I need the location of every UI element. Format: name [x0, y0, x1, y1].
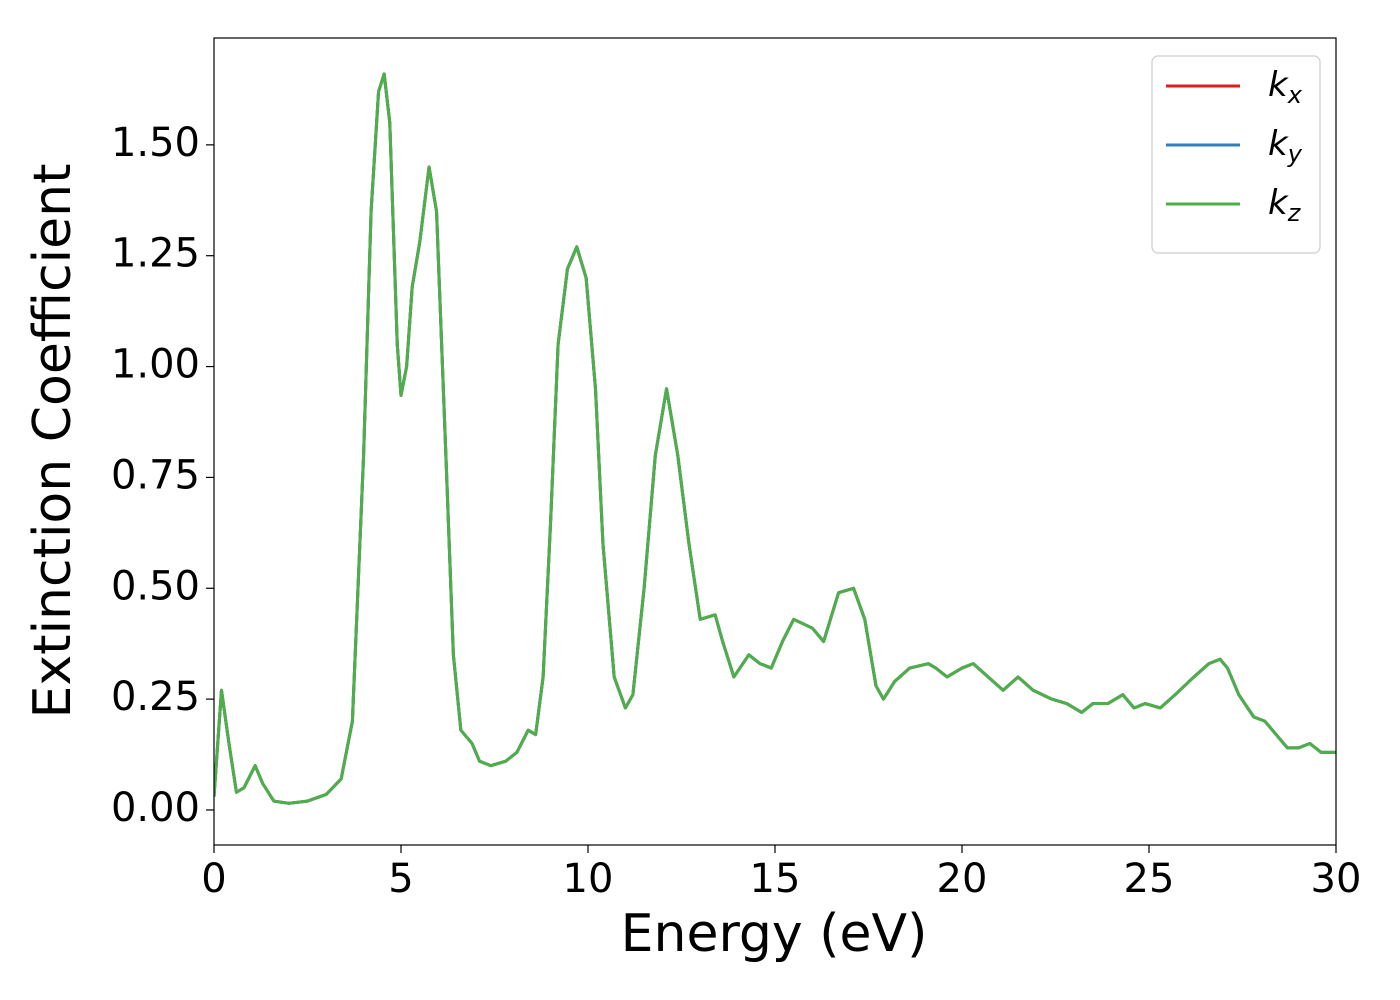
y-tick-label: 0.50 [111, 563, 200, 609]
y-axis-label: Extinction Coefficient [23, 164, 83, 719]
x-tick-label: 15 [750, 856, 801, 902]
y-tick-label: 1.00 [111, 342, 200, 388]
x-axis-label: Energy (eV) [621, 904, 928, 964]
plot-frame [213, 37, 1337, 846]
x-tick-label: 20 [937, 856, 988, 902]
x-tick-label: 0 [201, 856, 226, 902]
x-tick-label: 5 [388, 856, 413, 902]
y-tick-label: 1.50 [111, 120, 200, 166]
y-tick-label: 0.00 [111, 785, 200, 831]
y-tick-label: 0.25 [111, 674, 200, 720]
x-tick-label: 30 [1311, 856, 1362, 902]
y-tick-label: 0.75 [111, 452, 200, 498]
x-tick-label: 25 [1124, 856, 1175, 902]
legend-label: kz [1268, 183, 1302, 228]
legend-label: ky [1268, 124, 1303, 169]
y-tick-label: 1.25 [111, 231, 200, 277]
legend-label: kx [1268, 65, 1303, 110]
x-tick-label: 10 [563, 856, 614, 902]
series-line [214, 72, 1336, 805]
